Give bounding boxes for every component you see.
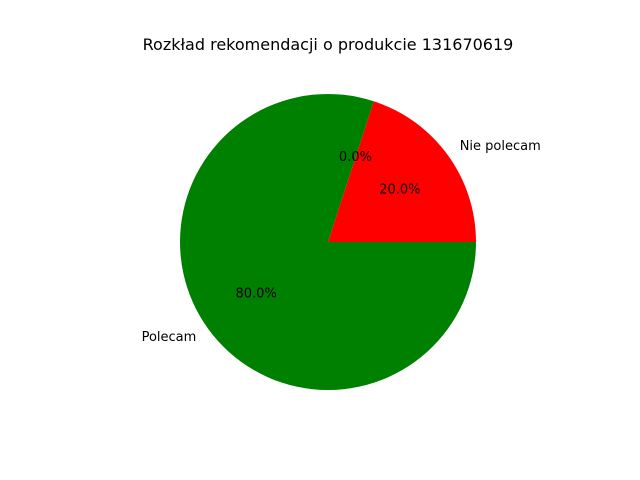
pie-slice-polecam bbox=[179, 94, 476, 390]
percent-label-polecam: 80.0% bbox=[236, 287, 277, 302]
percent-label-slice-1: 0.0% bbox=[339, 150, 372, 165]
pie-slices bbox=[179, 94, 476, 390]
chart-title: Rozkład rekomendacji o produkcie 1316706… bbox=[143, 35, 514, 54]
pie-labels: Nie polecam 20.0% 0.0% Polecam 80.0% bbox=[142, 139, 541, 345]
slice-label-polecam: Polecam bbox=[142, 330, 197, 345]
pie-slice-nie-polecam bbox=[328, 101, 476, 242]
percent-label-nie-polecam: 20.0% bbox=[379, 182, 420, 197]
slice-label-nie-polecam: Nie polecam bbox=[460, 139, 541, 154]
